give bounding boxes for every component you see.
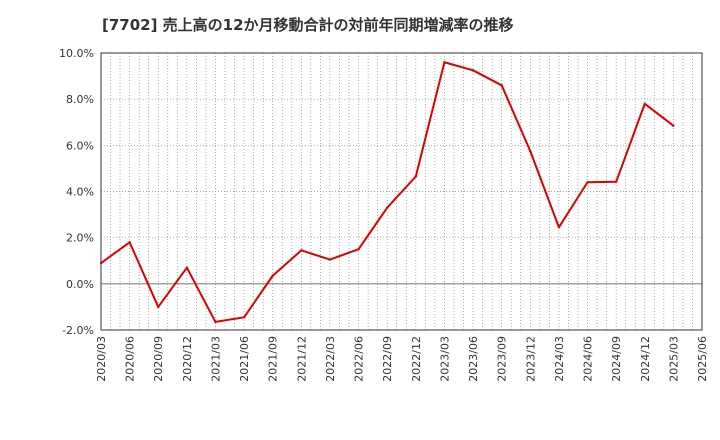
y-tick-label: 8.0%: [66, 93, 94, 106]
x-tick-label: 2024/09: [610, 336, 623, 382]
x-tick-label: 2022/09: [381, 336, 394, 382]
x-tick-label: 2020/03: [95, 336, 108, 382]
x-tick-label: 2025/06: [696, 336, 709, 382]
x-tick-label: 2023/12: [524, 336, 537, 382]
x-tick-label: 2022/03: [324, 336, 337, 382]
x-tick-label: 2021/03: [209, 336, 222, 382]
y-tick-label: 10.0%: [59, 47, 94, 60]
series-group: [99, 61, 675, 324]
y-tick-label: 6.0%: [66, 139, 94, 152]
x-tick-label: 2023/09: [496, 336, 509, 382]
x-tick-label: 2022/06: [353, 336, 366, 382]
data-point: [529, 149, 532, 153]
plot-frame: [100, 52, 703, 331]
data-point: [414, 175, 418, 178]
x-tick-label: 2020/12: [181, 336, 194, 382]
x-tick-label: 2024/03: [553, 336, 566, 382]
grid: [101, 52, 702, 331]
data-point: [672, 124, 675, 127]
data-point: [185, 266, 189, 269]
y-tick-label: 0.0%: [66, 278, 94, 291]
y-tick-label: 4.0%: [66, 186, 94, 199]
x-axis-ticks: 2020/03 2020/06 2020/09 2020/12 2021/03 2021/…: [95, 336, 709, 382]
y-axis-ticks: -2.0% 0.0% 2.0% 4.0% 6.0% 8.0% 10.0%: [59, 47, 94, 337]
x-tick-label: 2022/12: [410, 336, 423, 382]
data-point: [500, 84, 503, 87]
x-tick-label: 2020/06: [124, 336, 137, 382]
x-tick-label: 2023/06: [467, 336, 480, 382]
data-point: [300, 249, 303, 252]
data-point: [214, 320, 217, 324]
data-point: [471, 69, 475, 72]
x-tick-label: 2021/06: [238, 336, 251, 382]
data-point: [128, 241, 131, 244]
data-point: [443, 61, 446, 64]
data-point: [357, 248, 360, 251]
x-tick-label: 2023/03: [438, 336, 451, 382]
data-point: [557, 226, 561, 229]
chart-title: [7702] 売上高の12か月移動合計の対前年同期増減率の推移: [102, 16, 514, 34]
data-point: [271, 274, 274, 277]
x-tick-label: 2021/09: [267, 336, 280, 382]
data-point: [242, 316, 246, 319]
data-point: [614, 180, 618, 184]
x-tick-label: 2024/06: [582, 336, 595, 382]
x-tick-label: 2025/03: [667, 336, 680, 382]
data-point: [385, 206, 389, 209]
data-point: [328, 258, 332, 261]
x-tick-label: 2020/09: [152, 336, 165, 382]
x-tick-label: 2024/12: [639, 336, 652, 382]
data-point: [157, 305, 160, 309]
data-point: [643, 102, 646, 105]
x-tick-label: 2021/12: [295, 336, 308, 382]
data-point: [586, 181, 589, 184]
y-tick-label: 2.0%: [66, 232, 94, 245]
y-tick-label: -2.0%: [62, 324, 94, 337]
